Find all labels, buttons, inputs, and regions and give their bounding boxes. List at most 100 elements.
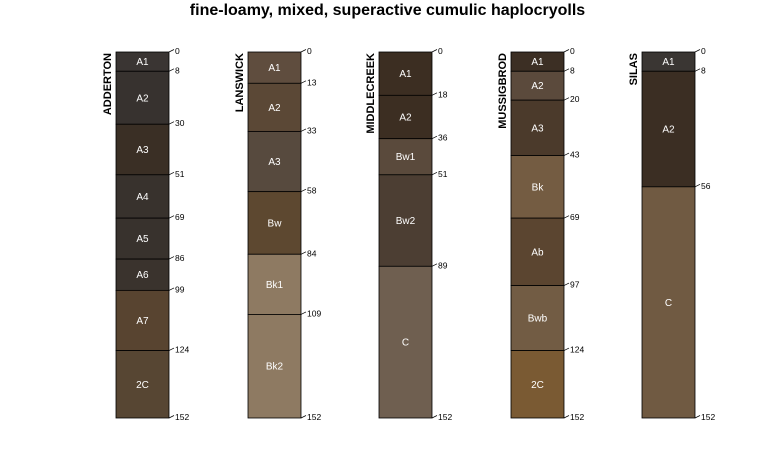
profile-name: ADDERTON	[102, 53, 114, 115]
depth-tick	[168, 415, 175, 419]
depth-label: 51	[438, 169, 448, 179]
depth-tick	[300, 80, 307, 84]
depth-tick	[563, 49, 570, 53]
horizon-label: Bk	[532, 182, 545, 193]
horizon-label: Ab	[531, 247, 544, 258]
horizon-label: A1	[399, 69, 412, 80]
depth-tick	[694, 415, 701, 419]
depth-label: 0	[570, 46, 575, 56]
depth-tick	[431, 415, 438, 419]
depth-tick	[300, 415, 307, 419]
depth-tick	[300, 128, 307, 132]
soil-profile-adderton: ADDERTON A1 A2 A3 A4 A5 A6 A7 2C 0 8 30 51 69 86 99 124 1…	[102, 46, 189, 422]
horizon-bw	[247, 191, 302, 255]
soil-profile-mussigbrod: MUSSIGBROD A1 A2 A3 Bk Ab Bwb 2C 0 8 20 43 69 97 124 15…	[497, 46, 584, 422]
horizon-a2	[510, 70, 565, 101]
horizon-label: A2	[399, 113, 412, 124]
depth-tick	[300, 188, 307, 192]
depth-label: 30	[175, 118, 185, 128]
depth-label: 152	[175, 412, 189, 422]
depth-tick	[431, 263, 438, 267]
depth-label: 124	[570, 345, 584, 355]
depth-label: 18	[438, 89, 448, 99]
horizon-label: Bwb	[528, 314, 548, 325]
horizon-bk2	[247, 314, 302, 419]
horizon-label: A1	[662, 57, 675, 68]
horizon-a2	[247, 82, 302, 132]
depth-label: 84	[307, 248, 317, 258]
depth-tick	[168, 68, 175, 72]
depth-tick	[694, 184, 701, 188]
horizon-c	[378, 265, 433, 419]
depth-tick	[563, 347, 570, 351]
depth-label: 33	[307, 125, 317, 135]
depth-label: 152	[307, 412, 321, 422]
horizon-label: A1	[531, 57, 544, 68]
horizon-label: Bk2	[266, 362, 284, 373]
profile-name: SILAS	[628, 53, 640, 85]
depth-tick	[168, 256, 175, 260]
depth-tick	[563, 282, 570, 286]
horizon-label: A2	[268, 103, 281, 114]
soil-profile-middlecreek: MIDDLECREEK A1 A2 Bw1 Bw2 C 0 18 36 51 89 152	[365, 46, 452, 422]
profile-name: MIDDLECREEK	[365, 53, 377, 134]
depth-tick	[563, 152, 570, 156]
profile-name: MUSSIGBROD	[497, 53, 509, 129]
depth-tick	[431, 135, 438, 139]
profile-name: LANSWICK	[234, 53, 246, 112]
horizon-label: Bw2	[396, 216, 416, 227]
depth-label: 20	[570, 94, 580, 104]
depth-tick	[563, 97, 570, 101]
horizon-label: A2	[531, 81, 544, 92]
horizon-label: A3	[531, 123, 544, 134]
depth-label: 69	[175, 212, 185, 222]
depth-label: 8	[701, 65, 706, 75]
horizon-label: A5	[136, 234, 149, 245]
horizon-label: 2C	[136, 380, 149, 391]
horizon-bk	[510, 155, 565, 219]
horizon-label: A2	[136, 93, 149, 104]
depth-tick	[168, 215, 175, 219]
horizon-label: A4	[136, 192, 149, 203]
depth-tick	[168, 121, 175, 125]
depth-label: 43	[570, 150, 580, 160]
chart-title: fine-loamy, mixed, superactive cumulic h…	[189, 2, 586, 19]
horizon-bk1	[247, 253, 302, 315]
depth-label: 8	[175, 65, 180, 75]
horizon-label: Bw1	[396, 152, 416, 163]
soil-profile-silas: SILAS A1 A2 C 0 8 56 152	[628, 46, 715, 422]
depth-label: 0	[438, 46, 443, 56]
depth-label: 109	[307, 308, 321, 318]
horizon-label: A6	[136, 270, 149, 281]
depth-label: 58	[307, 186, 317, 196]
depth-label: 97	[570, 280, 580, 290]
horizon-label: 2C	[531, 380, 544, 391]
depth-tick	[168, 49, 175, 53]
depth-tick	[431, 92, 438, 96]
horizon-label: A1	[136, 57, 149, 68]
horizon-a1	[378, 51, 433, 96]
horizon-label: C	[665, 298, 672, 309]
depth-tick	[168, 287, 175, 291]
depth-tick	[300, 311, 307, 315]
depth-tick	[431, 171, 438, 176]
horizon-c	[641, 186, 696, 419]
horizon-a3	[510, 99, 565, 156]
depth-label: 124	[175, 345, 189, 355]
horizon-a1	[247, 51, 302, 84]
depth-label: 86	[175, 253, 185, 263]
horizon-label: A1	[268, 63, 281, 74]
depth-label: 152	[701, 412, 715, 422]
depth-tick	[563, 68, 570, 72]
depth-label: 89	[438, 260, 448, 270]
horizon-bwb	[510, 285, 565, 351]
depth-tick	[694, 49, 701, 53]
depth-tick	[168, 347, 175, 351]
depth-label: 8	[570, 65, 575, 75]
depth-label: 99	[175, 284, 185, 294]
depth-tick	[168, 171, 175, 176]
horizon-a2	[378, 94, 433, 140]
depth-tick	[300, 49, 307, 53]
depth-tick	[431, 49, 438, 53]
